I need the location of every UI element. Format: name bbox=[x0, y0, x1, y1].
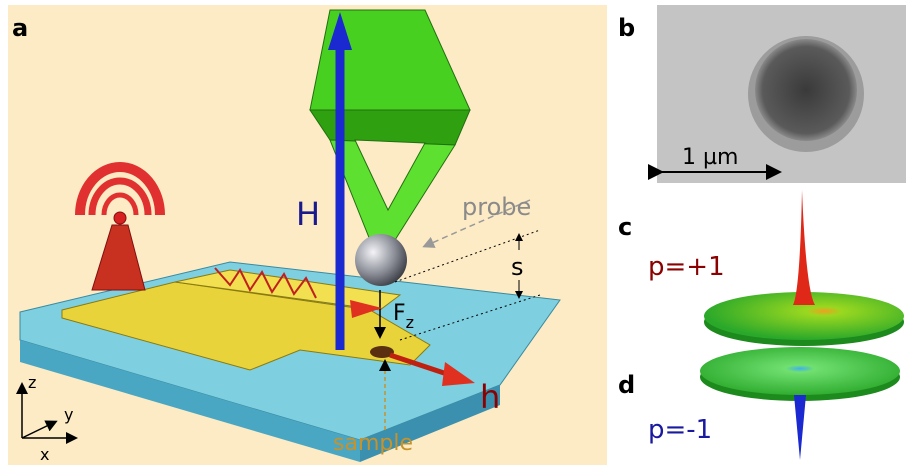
field-arrow-h-head bbox=[442, 362, 475, 386]
probe-sphere bbox=[355, 234, 407, 286]
vortex-disk bbox=[755, 39, 857, 141]
antenna bbox=[75, 162, 165, 291]
axes-triad bbox=[16, 382, 78, 444]
vortex-core-peak bbox=[793, 190, 815, 305]
panel-b: 1 µm b bbox=[618, 5, 906, 183]
label-probe: probe bbox=[462, 193, 531, 221]
axis-label: z bbox=[28, 373, 36, 392]
plate bbox=[704, 292, 904, 340]
axis-label: x bbox=[40, 445, 49, 464]
panel-label: d bbox=[618, 371, 635, 399]
polarity-label: p=-1 bbox=[648, 415, 712, 445]
panel-label: a bbox=[12, 14, 28, 42]
substrate-side bbox=[360, 385, 500, 462]
field-arrow-h bbox=[389, 352, 451, 378]
scale-bar-label: 1 µm bbox=[682, 145, 738, 170]
polarity-label: p=+1 bbox=[648, 252, 725, 282]
plate bbox=[700, 347, 900, 395]
field-arrow-H-head bbox=[328, 12, 352, 50]
vortex-core-dip bbox=[794, 395, 806, 460]
axis-label: y bbox=[64, 405, 73, 424]
label-force: Fz bbox=[393, 301, 414, 332]
panel-d: d p=-1 bbox=[618, 347, 900, 460]
probe-pointer bbox=[422, 199, 531, 248]
label-H: H bbox=[296, 195, 320, 233]
label-h: h bbox=[480, 378, 500, 416]
dotted-line bbox=[394, 229, 541, 283]
substrate-side bbox=[20, 340, 360, 462]
panel-label: b bbox=[618, 14, 635, 42]
force-subscript: z bbox=[406, 313, 414, 332]
microwave bbox=[214, 267, 317, 299]
label-s: s bbox=[511, 253, 524, 281]
panel-label: c bbox=[618, 213, 632, 241]
sample-disk bbox=[370, 346, 394, 358]
label-sample: sample bbox=[333, 431, 413, 456]
red-arrow bbox=[350, 300, 382, 318]
panel-a: a H probe s Fz sample h z y x bbox=[8, 5, 607, 465]
panel-c: c p=+1 bbox=[618, 190, 904, 346]
probe-cantilever bbox=[309, 9, 471, 241]
force-symbol: F bbox=[393, 301, 406, 326]
